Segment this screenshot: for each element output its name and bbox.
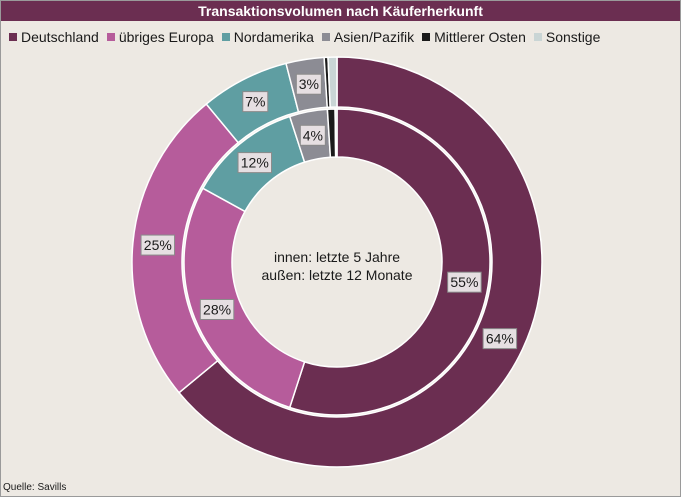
data-label: 64% [486, 331, 514, 347]
data-label-box [482, 328, 518, 350]
inner-slice [334, 108, 338, 158]
chart-legend: Deutschland übriges Europa Nordamerika Asie… [9, 27, 608, 47]
legend-item: Nordamerika [221, 29, 314, 45]
legend-swatch [106, 33, 115, 41]
legend-item: Mittlerer Osten [422, 29, 526, 45]
legend-label: Mittlerer Osten [434, 29, 526, 45]
legend-item: Deutschland [9, 29, 99, 45]
data-label: 55% [450, 274, 478, 290]
data-label-box [237, 152, 273, 174]
data-label-box [295, 73, 322, 95]
legend-swatch [533, 33, 542, 41]
legend-label: Sonstige [545, 29, 601, 45]
legend-swatch [9, 33, 17, 41]
outer-slice [327, 56, 338, 108]
legend-item: übriges Europa [106, 29, 214, 45]
legend-label: Asien/Pazifik [333, 29, 415, 45]
legend-label: übriges Europa [118, 29, 214, 45]
data-label: 25% [144, 237, 172, 253]
legend-label: Nordamerika [233, 29, 314, 45]
data-label-box [199, 298, 235, 320]
legend-label: Deutschland [21, 29, 99, 45]
data-label: 3% [299, 76, 319, 92]
legend-item: Sonstige [533, 29, 601, 45]
data-label-box [447, 271, 482, 293]
data-label-box [299, 124, 326, 146]
legend-swatch [321, 33, 330, 41]
data-label: 4% [303, 127, 323, 143]
data-label: 7% [245, 94, 265, 110]
inner-slice [288, 108, 491, 416]
center-text-inner: innen: letzte 5 Jahre [274, 249, 400, 265]
data-label-box [140, 234, 176, 256]
legend-swatch [422, 33, 431, 41]
outer-slice [177, 56, 543, 468]
center-text-outer: außen: letzte 12 Monate [262, 267, 413, 283]
data-label: 28% [203, 301, 231, 317]
legend-swatch [221, 33, 230, 41]
chart-title: Transaktionsvolumen nach Käuferherkunft [1, 1, 680, 21]
inner-slice [183, 187, 306, 409]
source-note: Quelle: Savills [3, 482, 67, 493]
legend-item: Asien/Pazifik [321, 29, 415, 45]
data-label-box [242, 91, 269, 113]
donut-labels: 64% 25% 7% 3% 55% 28% 12% 4% [140, 73, 518, 350]
data-label: 12% [241, 155, 269, 171]
